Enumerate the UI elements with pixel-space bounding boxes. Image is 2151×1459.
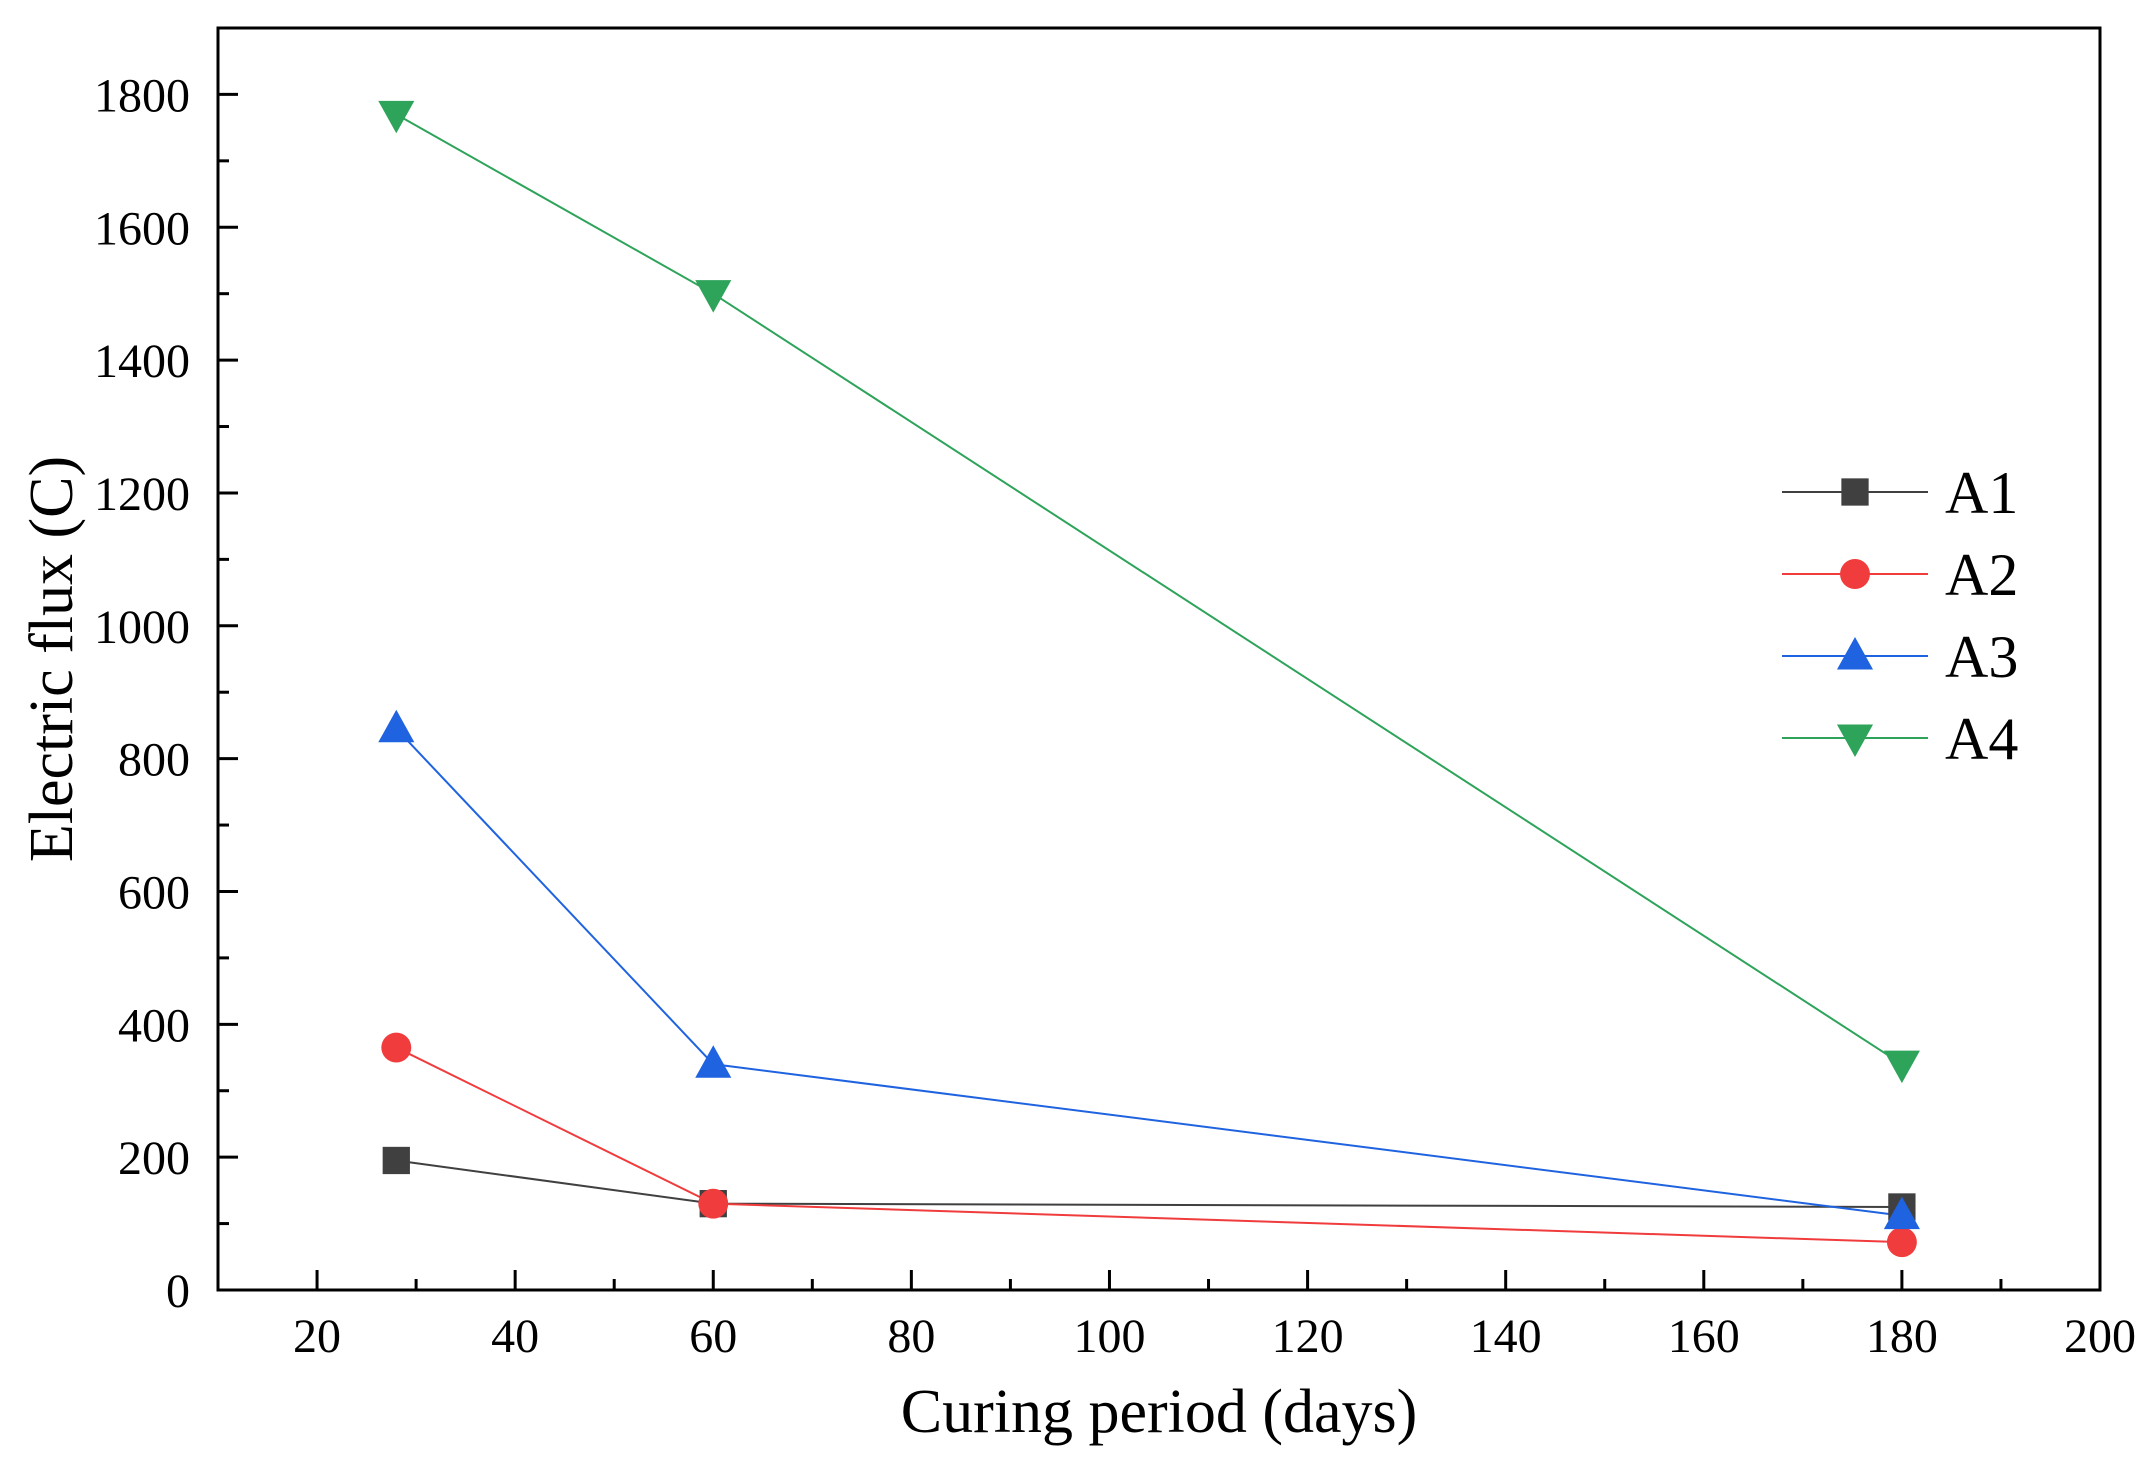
y-tick-label: 1600 <box>94 202 190 255</box>
x-tick-label: 100 <box>1073 1310 1145 1363</box>
x-tick-label: 200 <box>2064 1310 2136 1363</box>
legend-marker-a2 <box>1840 559 1870 589</box>
plot-frame <box>216 26 2102 1292</box>
legend-label-a3: A3 <box>1945 624 2018 690</box>
legend-label-a1: A1 <box>1945 460 2018 526</box>
data-point-a2-60 <box>698 1188 729 1219</box>
x-tick-label: 80 <box>887 1310 935 1363</box>
legend-marker-a3 <box>1836 637 1874 670</box>
x-tick-label: 60 <box>689 1310 737 1363</box>
data-point-a3-28 <box>378 709 415 743</box>
x-tick-label: 20 <box>293 1310 341 1363</box>
y-tick-label: 600 <box>118 866 190 919</box>
legend-marker-a4 <box>1836 724 1874 757</box>
data-point-a2-180 <box>1886 1227 1917 1258</box>
x-tick-label: 120 <box>1272 1310 1344 1363</box>
y-tick-label: 0 <box>166 1265 190 1318</box>
x-axis: 20 40 60 80 100 120 140 160 180 200 <box>293 1270 2136 1363</box>
x-tick-label: 140 <box>1470 1310 1542 1363</box>
data-point-a3-60 <box>695 1045 732 1078</box>
x-tick-label: 40 <box>491 1310 539 1363</box>
y-tick-label: 1200 <box>94 468 190 521</box>
data-point-a4-60 <box>695 280 732 313</box>
y-tick-label: 1800 <box>94 69 190 122</box>
legend-marker-a1 <box>1841 478 1869 506</box>
x-axis-title: Curing period (days) <box>901 1378 1418 1446</box>
data-point-a4-28 <box>378 100 415 134</box>
x-tick-label: 160 <box>1668 1310 1740 1363</box>
y-tick-label: 400 <box>118 999 190 1052</box>
data-point-a3-180 <box>1883 1196 1920 1230</box>
y-axis: 0 200 400 600 800 1000 1200 1400 1600 1800 <box>94 69 238 1318</box>
y-tick-label: 1400 <box>94 335 190 388</box>
data-point-a4-180 <box>1883 1050 1920 1084</box>
x-tick-label: 180 <box>1866 1310 1938 1363</box>
y-tick-label: 800 <box>118 734 190 787</box>
legend: A1 A2 A3 A4 <box>1782 460 2018 772</box>
data-point-a1-28 <box>382 1146 410 1175</box>
data-point-a2-28 <box>381 1032 412 1063</box>
y-tick-label: 200 <box>118 1132 190 1185</box>
series-markers <box>378 100 1920 1258</box>
legend-label-a2: A2 <box>1945 542 2018 608</box>
y-axis-title: Electric flux (C) <box>18 456 86 862</box>
y-tick-label: 1000 <box>94 601 190 654</box>
legend-label-a4: A4 <box>1945 706 2018 772</box>
